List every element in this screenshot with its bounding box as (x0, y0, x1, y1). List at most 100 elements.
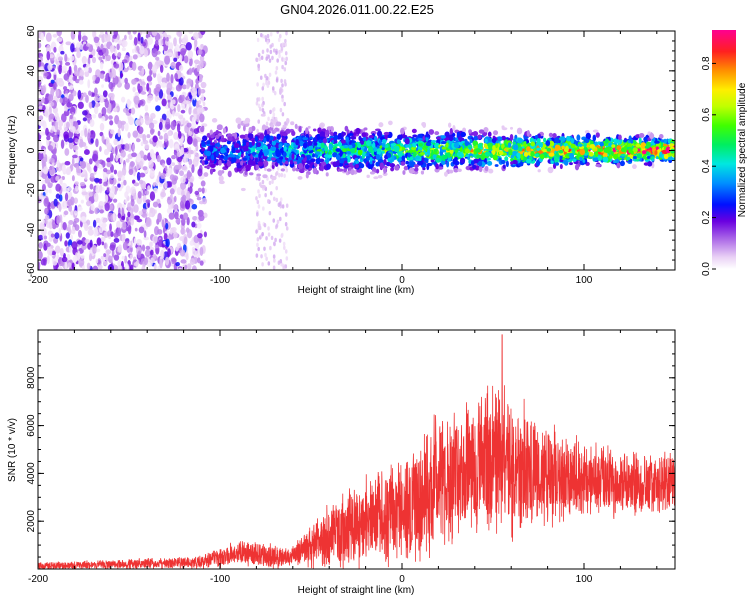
signal-blob (632, 155, 637, 160)
noise-blob (124, 263, 130, 270)
signal-blob (643, 162, 649, 166)
signal-blob (215, 134, 220, 140)
noise-blob (194, 190, 200, 196)
noise-blob (200, 180, 206, 187)
signal-blob (440, 135, 446, 139)
faint-noise-blob (265, 236, 268, 241)
signal-blob (554, 162, 560, 166)
signal-blob (262, 174, 268, 179)
noise-blob (63, 73, 70, 81)
noise-blob (69, 55, 75, 62)
noise-blob (188, 158, 193, 166)
noise-blob (172, 110, 175, 117)
signal-blob (262, 160, 269, 168)
y-tick-label: 6000 (26, 414, 37, 437)
faint-noise-blob (267, 261, 271, 266)
signal-blob (404, 138, 410, 145)
noise-blob (71, 226, 76, 235)
signal-blob (379, 162, 384, 169)
signal-blob (204, 165, 210, 169)
faint-noise-blob (266, 33, 270, 39)
signal-blob (547, 166, 554, 174)
noise-blob (98, 226, 104, 234)
noise-blob (102, 90, 108, 98)
signal-blob (320, 164, 324, 172)
noise-blob (86, 262, 91, 270)
signal-blob (220, 154, 224, 159)
noise-blob (108, 81, 114, 90)
noise-blob (115, 146, 118, 156)
signal-blob (517, 137, 523, 144)
signal-blob (422, 122, 427, 129)
faint-noise-blob (269, 49, 273, 55)
noise-blob (124, 199, 128, 204)
noise-blob (49, 165, 55, 176)
signal-blob (260, 113, 266, 117)
noise-blob (143, 236, 150, 241)
signal-blob (328, 150, 332, 156)
signal-blob (636, 143, 641, 148)
noise-blob (116, 220, 121, 230)
noise-blob (53, 70, 57, 75)
signal-blob (526, 146, 531, 152)
faint-noise-blob (261, 107, 265, 113)
noise-blob (39, 169, 42, 177)
signal-blob (579, 148, 586, 156)
noise-blob (152, 201, 159, 208)
faint-noise-blob (270, 235, 274, 241)
signal-blob (282, 124, 287, 128)
signal-blob (285, 117, 290, 124)
noise-blob (201, 187, 205, 194)
signal-blob (484, 138, 488, 144)
signal-blob (319, 136, 324, 141)
noise-blob (178, 130, 182, 139)
noise-blob (103, 181, 109, 187)
signal-blob (550, 160, 554, 164)
faint-noise-blob (273, 90, 277, 96)
noise-blob (117, 212, 122, 219)
signal-blob (436, 136, 441, 141)
faint-noise-blob (263, 246, 266, 252)
noise-blob (117, 128, 121, 138)
colorbar-tick-label: 0.0 (701, 262, 712, 276)
signal-blob (412, 142, 417, 148)
faint-noise-blob (281, 94, 284, 100)
signal-blob (542, 144, 547, 148)
signal-blob (654, 150, 658, 155)
noise-blob (122, 241, 128, 251)
noise-blob (62, 86, 68, 91)
noise-blob (51, 251, 56, 256)
noise-blob (78, 79, 84, 85)
noise-blob (164, 256, 170, 266)
noise-blob (161, 243, 165, 248)
noise-blob (84, 238, 90, 244)
signal-blob (226, 147, 230, 154)
noise-blob (52, 33, 58, 38)
noise-blob (176, 151, 181, 157)
noise-blob (174, 73, 178, 80)
faint-noise-blob (255, 57, 258, 62)
noise-blob (175, 261, 180, 267)
signal-blob (536, 137, 541, 144)
noise-blob (180, 47, 187, 56)
signal-blob (324, 154, 329, 158)
signal-blob (377, 158, 384, 163)
faint-noise-blob (278, 173, 281, 178)
noise-blob (200, 81, 207, 89)
noise-blob (171, 258, 177, 263)
noise-blob (69, 119, 74, 128)
noise-blob (50, 101, 55, 107)
noise-blob (133, 182, 140, 187)
signal-blob (665, 146, 671, 154)
noise-blob (67, 262, 72, 269)
noise-blob (147, 61, 153, 70)
noise-blob (160, 249, 165, 260)
noise-blob (142, 41, 147, 47)
noise-blob (108, 115, 113, 120)
noise-blob (146, 75, 153, 82)
noise-blob (136, 45, 140, 52)
noise-blob (150, 112, 156, 120)
signal-blob (487, 131, 492, 137)
noise-blob (69, 114, 73, 120)
